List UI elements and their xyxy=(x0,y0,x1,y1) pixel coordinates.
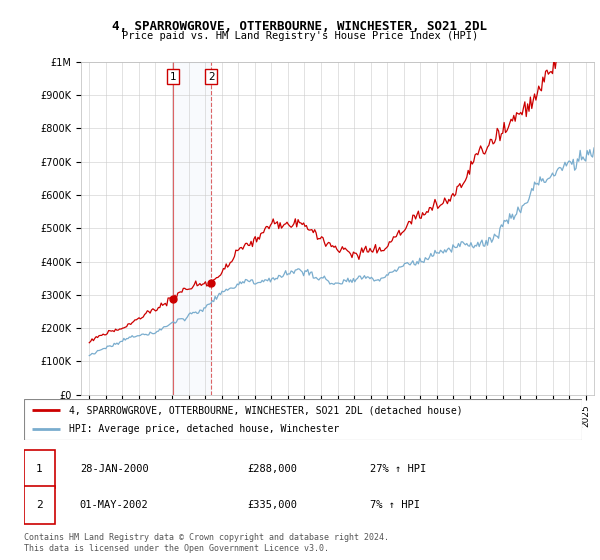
Point xyxy=(206,279,216,288)
Text: 01-MAY-2002: 01-MAY-2002 xyxy=(80,501,149,510)
Text: 4, SPARROWGROVE, OTTERBOURNE, WINCHESTER, SO21 2DL: 4, SPARROWGROVE, OTTERBOURNE, WINCHESTER… xyxy=(113,20,487,32)
Text: £335,000: £335,000 xyxy=(247,501,297,510)
Text: 2: 2 xyxy=(35,501,43,510)
Text: 1: 1 xyxy=(35,464,43,474)
Text: 4, SPARROWGROVE, OTTERBOURNE, WINCHESTER, SO21 2DL (detached house): 4, SPARROWGROVE, OTTERBOURNE, WINCHESTER… xyxy=(68,405,462,415)
Bar xyxy=(24,487,55,524)
Bar xyxy=(173,62,211,395)
Text: Contains HM Land Registry data © Crown copyright and database right 2024.
This d: Contains HM Land Registry data © Crown c… xyxy=(24,533,389,553)
Text: HPI: Average price, detached house, Winchester: HPI: Average price, detached house, Winc… xyxy=(68,424,339,433)
Bar xyxy=(24,450,55,488)
Text: 2: 2 xyxy=(208,72,215,82)
Text: 27% ↑ HPI: 27% ↑ HPI xyxy=(370,464,426,474)
Text: 1: 1 xyxy=(170,72,176,82)
Text: £288,000: £288,000 xyxy=(247,464,297,474)
Text: 28-JAN-2000: 28-JAN-2000 xyxy=(80,464,149,474)
Text: Price paid vs. HM Land Registry's House Price Index (HPI): Price paid vs. HM Land Registry's House … xyxy=(122,31,478,41)
Text: 7% ↑ HPI: 7% ↑ HPI xyxy=(370,501,420,510)
Point xyxy=(169,295,178,304)
